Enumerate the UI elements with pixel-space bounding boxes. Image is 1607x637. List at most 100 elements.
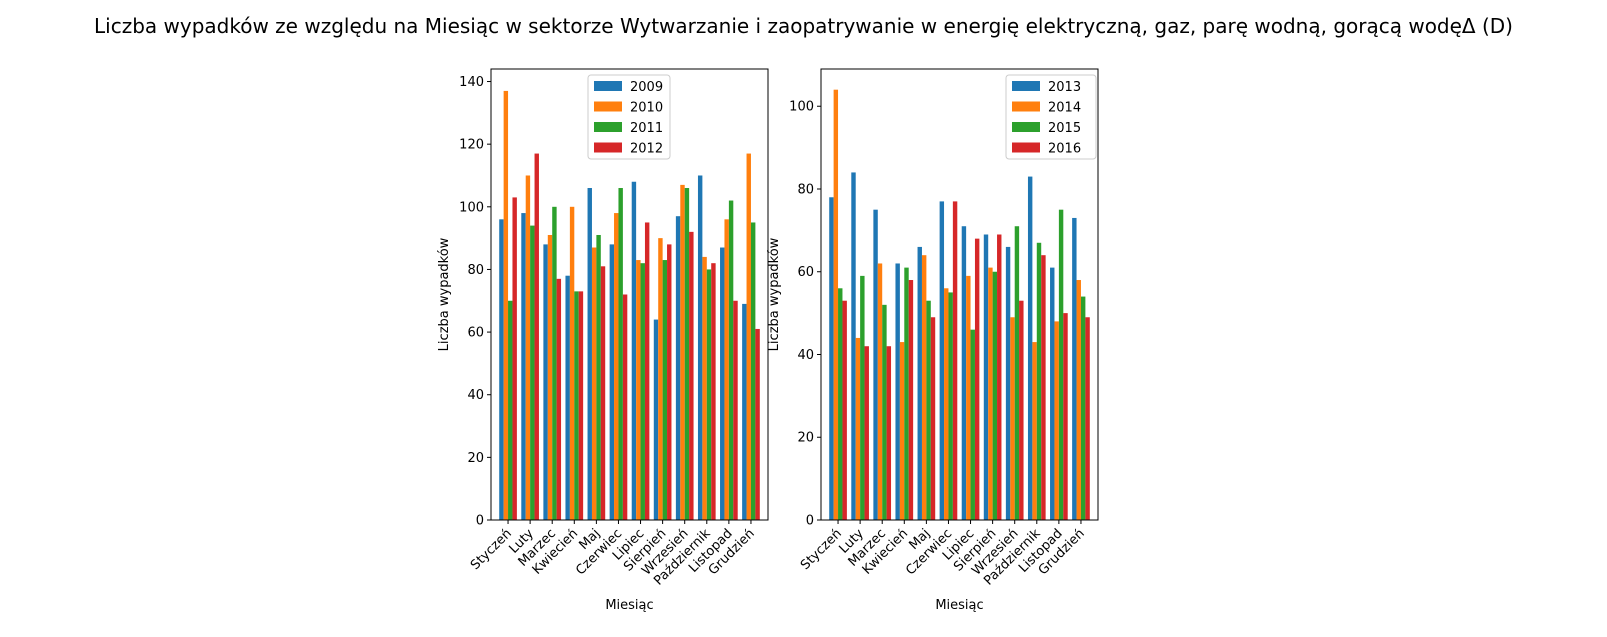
bar-2011-12 — [750, 222, 756, 520]
legend-swatch-2013 — [1012, 81, 1040, 91]
plot-frame — [820, 68, 1099, 521]
legend-label-2009: 2009 — [630, 80, 663, 95]
bar-2016-1 — [842, 300, 847, 520]
legend: 2009 2010 2011 2012 — [587, 74, 671, 160]
bar-2013-6 — [939, 201, 945, 520]
figure-title: Liczba wypadków ze względu na Miesiąc w … — [94, 14, 1513, 38]
bar-2010-5 — [591, 247, 597, 520]
left-bar-chart-panel: 020406080100120140StyczeńLutyMarzecKwiec… — [437, 68, 769, 613]
y-tick-label: 0 — [476, 514, 484, 529]
legend: 2013 2014 2015 2016 — [1005, 74, 1097, 160]
bar-2010-1 — [503, 90, 509, 521]
bar-2012-4 — [578, 291, 584, 520]
bar-2016-6 — [952, 201, 958, 520]
right-bar-chart-panel: 020406080100StyczeńLutyMarzecKwiecieńMaj… — [767, 68, 1099, 613]
bar-2015-8 — [992, 271, 998, 520]
bar-2011-7 — [640, 263, 645, 520]
bar-2009-8 — [653, 319, 659, 520]
bar-2015-5 — [926, 300, 931, 520]
bar-2011-2 — [530, 225, 535, 520]
bar-2015-9 — [1014, 226, 1020, 521]
bar-2010-9 — [680, 184, 685, 520]
bar-2016-12 — [1085, 317, 1090, 520]
bar-2009-7 — [631, 181, 637, 520]
x-axis-label: Miesiąc — [605, 598, 653, 613]
legend-label-2013: 2013 — [1048, 80, 1081, 95]
legend-box — [587, 74, 671, 160]
legend-box — [1005, 74, 1097, 160]
bar-2010-3 — [547, 234, 553, 521]
bar-2014-8 — [988, 267, 993, 520]
bar-2016-4 — [908, 280, 914, 520]
bar-2009-5 — [587, 188, 592, 520]
bar-2011-3 — [552, 206, 557, 520]
bar-2013-11 — [1050, 267, 1055, 520]
bar-2016-3 — [886, 346, 892, 520]
bar-2010-4 — [569, 206, 575, 520]
bar-2013-8 — [983, 234, 989, 520]
bar-2011-10 — [706, 269, 712, 520]
bar-2015-2 — [860, 275, 865, 520]
bar-2012-10 — [711, 263, 716, 520]
bar-2015-11 — [1058, 209, 1064, 520]
y-tick-label: 0 — [806, 514, 814, 529]
legend-swatch-2014 — [1012, 101, 1040, 112]
bar-2015-12 — [1080, 296, 1086, 520]
bar-2011-9 — [684, 188, 690, 520]
legend-swatch-2011 — [594, 122, 622, 132]
bar-2014-7 — [966, 275, 971, 520]
bar-2011-6 — [618, 188, 623, 520]
y-axis-label: Liczba wypadków — [767, 237, 782, 351]
bar-2016-9 — [1019, 300, 1024, 520]
y-tick-label: 40 — [467, 388, 484, 403]
bar-2016-5 — [930, 317, 936, 520]
bar-2012-7 — [644, 222, 650, 520]
bar-2013-2 — [851, 172, 856, 520]
legend-label-2014: 2014 — [1048, 101, 1081, 116]
bar-2009-2 — [521, 213, 526, 520]
plot-frame — [490, 68, 769, 521]
legend-swatch-2009 — [594, 81, 622, 91]
bar-2009-6 — [609, 244, 615, 520]
bar-2012-8 — [667, 244, 672, 520]
bar-2012-2 — [534, 153, 539, 520]
y-axis-label: Liczba wypadków — [437, 237, 452, 351]
bar-2016-8 — [997, 234, 1002, 520]
bar-2012-12 — [755, 328, 760, 520]
bar-2010-8 — [658, 238, 663, 521]
bar-2015-10 — [1036, 242, 1042, 520]
legend-swatch-2015 — [1012, 122, 1040, 132]
bar-2016-11 — [1063, 313, 1068, 520]
bar-2013-10 — [1027, 176, 1033, 520]
legend-label-2012: 2012 — [630, 142, 663, 157]
bar-2010-10 — [702, 256, 707, 520]
bar-2012-5 — [600, 266, 606, 520]
legend-label-2016: 2016 — [1048, 142, 1081, 157]
bar-2014-5 — [921, 255, 927, 520]
bar-2015-1 — [838, 288, 843, 520]
y-tick-label: 80 — [797, 182, 814, 197]
bar-2014-6 — [944, 288, 949, 520]
bar-2014-12 — [1076, 280, 1081, 520]
bar-2011-8 — [662, 260, 668, 520]
bar-2010-2 — [525, 175, 531, 521]
bar-2009-10 — [697, 175, 703, 521]
y-tick-label: 60 — [797, 265, 814, 280]
y-tick-label: 100 — [789, 100, 814, 115]
bar-2013-9 — [1005, 246, 1011, 521]
bar-2009-4 — [565, 275, 570, 520]
bar-2013-1 — [829, 197, 834, 520]
y-tick-label: 40 — [797, 348, 814, 363]
bar-2013-12 — [1072, 217, 1077, 520]
legend-swatch-2012 — [594, 142, 622, 153]
y-tick-label: 120 — [459, 138, 484, 153]
bar-2015-7 — [970, 329, 975, 520]
bar-2015-3 — [882, 304, 887, 520]
bar-2016-2 — [864, 346, 869, 520]
bar-2013-3 — [873, 209, 878, 520]
bar-2012-3 — [556, 278, 562, 520]
y-tick-label: 20 — [797, 431, 814, 446]
bar-2014-1 — [833, 89, 839, 520]
bar-2012-11 — [733, 300, 738, 520]
x-tick-label: Styczeń — [798, 526, 845, 573]
